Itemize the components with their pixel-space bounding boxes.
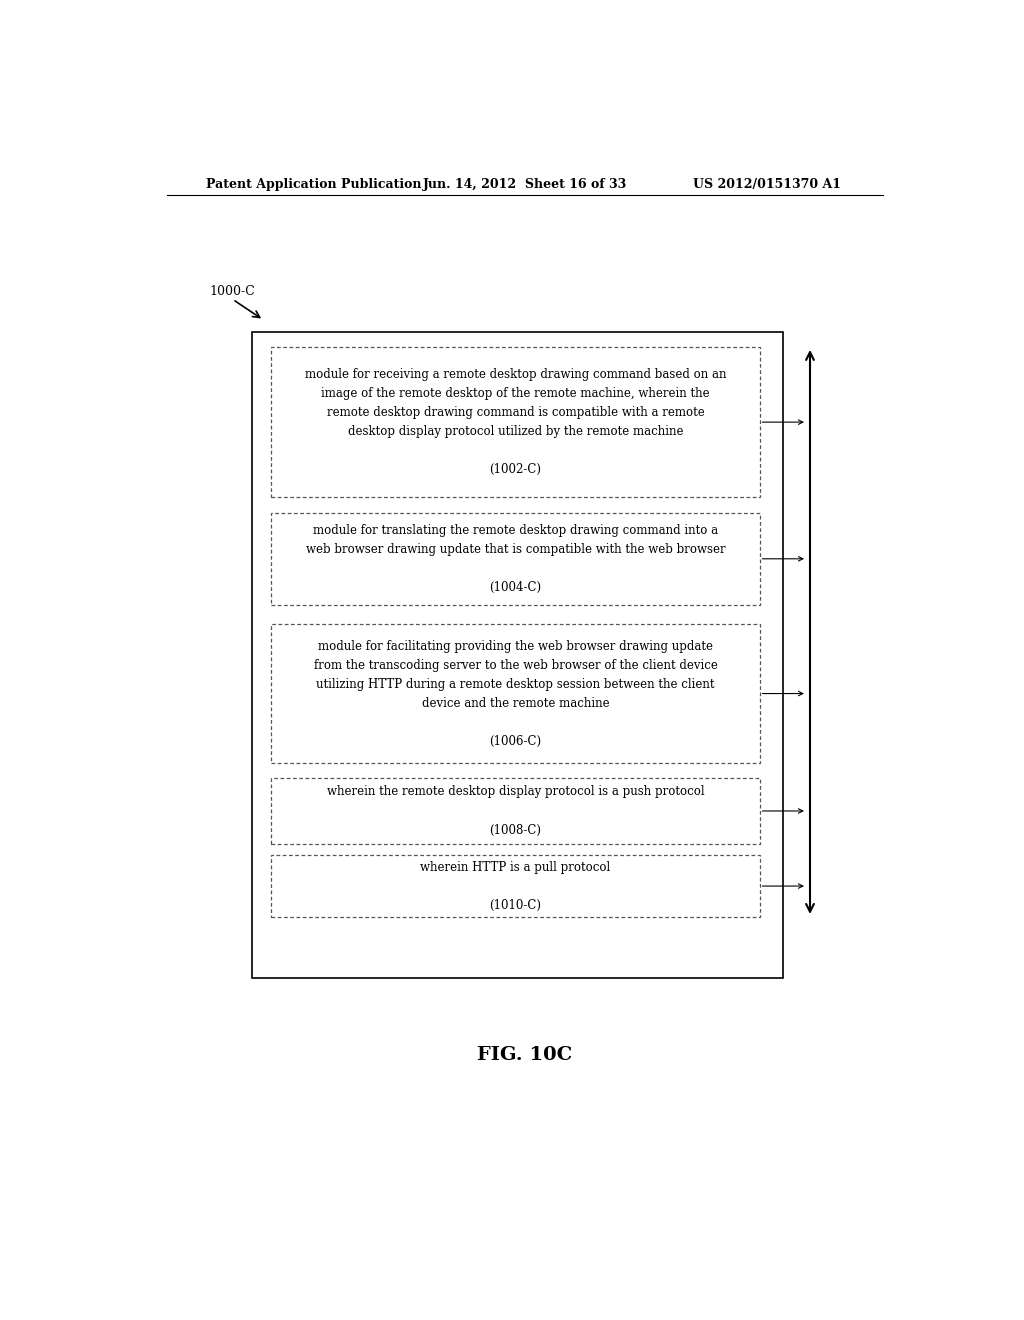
Text: Jun. 14, 2012  Sheet 16 of 33: Jun. 14, 2012 Sheet 16 of 33 — [423, 178, 627, 190]
Text: Patent Application Publication: Patent Application Publication — [206, 178, 421, 190]
Text: module for facilitating providing the web browser drawing update
from the transc: module for facilitating providing the we… — [313, 640, 718, 747]
Text: module for receiving a remote desktop drawing command based on an
image of the r: module for receiving a remote desktop dr… — [305, 368, 726, 477]
Text: US 2012/0151370 A1: US 2012/0151370 A1 — [693, 178, 841, 190]
Text: FIG. 10C: FIG. 10C — [477, 1047, 572, 1064]
Text: 1000-C: 1000-C — [209, 285, 255, 298]
Bar — [271, 512, 760, 605]
Text: wherein HTTP is a pull protocol

(1010-C): wherein HTTP is a pull protocol (1010-C) — [421, 861, 610, 912]
Bar — [271, 779, 760, 843]
Text: wherein the remote desktop display protocol is a push protocol

(1008-C): wherein the remote desktop display proto… — [327, 785, 705, 837]
Bar — [271, 347, 760, 498]
Bar — [271, 855, 760, 917]
Text: module for translating the remote desktop drawing command into a
web browser dra: module for translating the remote deskto… — [306, 524, 725, 594]
Bar — [271, 624, 760, 763]
Bar — [252, 331, 783, 978]
